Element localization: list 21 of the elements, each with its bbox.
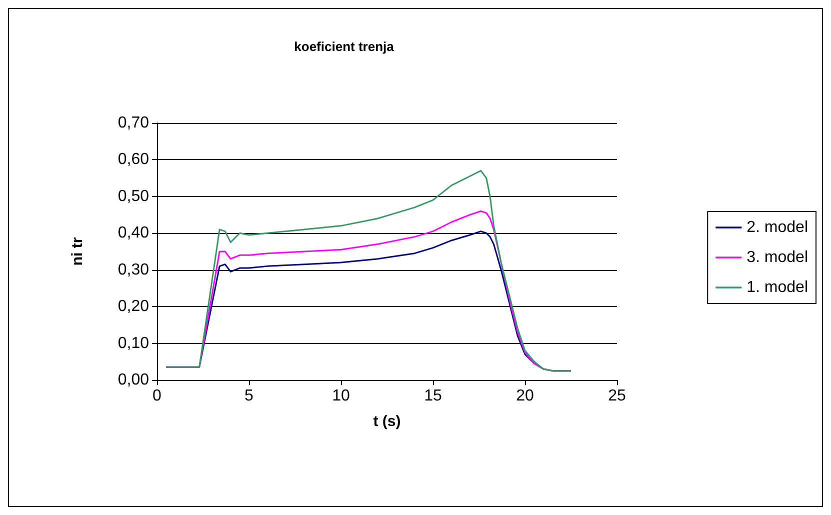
x-tick-label: 0 <box>152 388 162 404</box>
x-tick-label: 15 <box>424 388 442 404</box>
y-tick-label: 0,20 <box>118 298 150 316</box>
y-tick-label: 0,40 <box>118 224 150 242</box>
chart-title: koeficient trenja <box>294 39 395 54</box>
line-series <box>165 170 572 372</box>
y-axis-title: ni tr <box>69 237 86 266</box>
y-tick-label: 0,60 <box>118 151 150 168</box>
legend-label: 1. model <box>746 279 808 296</box>
y-tick-label: 0,70 <box>118 114 150 132</box>
x-tick-label: 25 <box>608 388 626 404</box>
legend-label: 3. model <box>746 249 808 266</box>
y-tick-label: 0,10 <box>118 334 150 352</box>
y-tick-label: 0,50 <box>118 188 150 205</box>
x-axis-title: t (s) <box>373 413 401 430</box>
y-tick-label: 0,30 <box>118 261 150 278</box>
x-tick-label: 5 <box>244 388 254 404</box>
y-tick-label: 0,00 <box>118 372 150 388</box>
x-tick-label: 20 <box>516 388 534 404</box>
legend-label: 2. model <box>746 219 808 236</box>
x-tick-label: 10 <box>332 388 350 404</box>
